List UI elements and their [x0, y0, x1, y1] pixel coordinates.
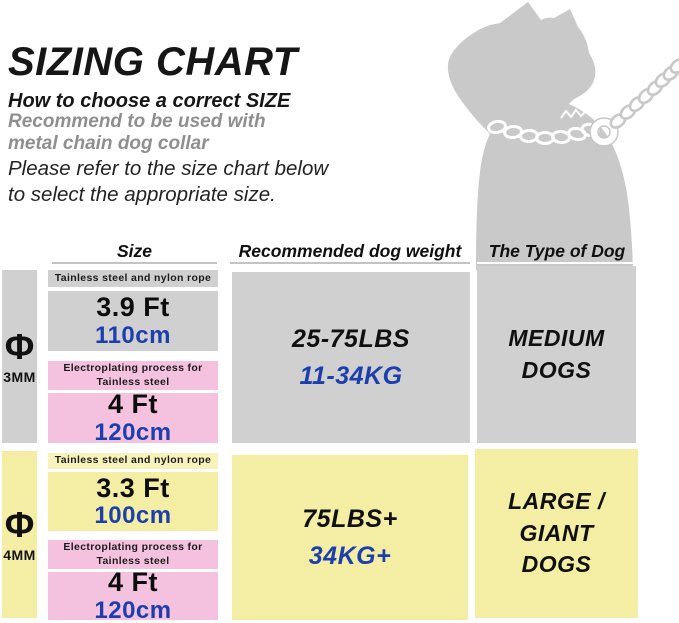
weight-kg: 11-34KG — [299, 361, 403, 390]
page-subtitle: How to choose a correct SIZE — [8, 90, 291, 112]
weight-cell-row1: 25-75LBS 11-34KG — [232, 272, 470, 443]
diameter-cell-4mm: Φ 4MM — [2, 451, 37, 618]
column-header-size: Size — [116, 241, 153, 261]
length-cm: 110cm — [95, 321, 171, 349]
length-ft: 4 Ft — [107, 389, 158, 420]
diameter-symbol: Φ — [4, 325, 35, 367]
diameter-label: 3MM — [3, 368, 36, 385]
dog-type-line: DOGS — [521, 356, 592, 383]
dog-body-shape — [447, 2, 633, 270]
material-text: Tainless steel and nylon rope — [54, 271, 212, 284]
collar-ring-icon — [589, 117, 619, 147]
length-cm: 120cm — [94, 596, 172, 623]
dog-silhouette-illustration — [447, 2, 679, 270]
length-ft: 3.9 Ft — [96, 292, 170, 323]
length-ft: 4 Ft — [107, 567, 158, 598]
length-box-row1-variant1: 3.9 Ft 110cm — [48, 291, 218, 351]
weight-lbs: 75LBS+ — [302, 504, 398, 533]
weight-cell-row2: 75LBS+ 34KG+ — [232, 455, 468, 620]
weight-header-underline — [230, 262, 470, 264]
diameter-cell-3mm: Φ 3MM — [2, 270, 37, 443]
material-text-line2: Tainless steel — [96, 554, 170, 567]
material-text-line2: Tainless steel — [96, 375, 170, 388]
material-label-row1-variant2: Electroplating process for Tainless stee… — [48, 361, 218, 390]
size-header-underline — [52, 262, 217, 264]
size-instruction: Please refer to the size chart below to … — [8, 157, 329, 207]
usage-note: Recommend to be used with metal chain do… — [8, 111, 266, 155]
material-label-row1-variant1: Tainless steel and nylon rope — [48, 270, 218, 287]
length-box-row1-variant2: 4 Ft 120cm — [48, 389, 218, 446]
fur-spikes — [560, 108, 587, 119]
column-header-weight: Recommended dog weight — [238, 241, 462, 261]
weight-kg: 34KG+ — [308, 541, 392, 570]
length-cm: 100cm — [94, 502, 172, 530]
diameter-symbol: Φ — [4, 503, 35, 545]
dog-type-cell-row1: MEDIUM DOGS — [477, 266, 636, 443]
dog-type-header-underline — [477, 262, 637, 264]
diameter-label: 4MM — [3, 546, 36, 563]
dog-type-line: MEDIUM — [508, 324, 605, 351]
dog-type-line: LARGE / — [508, 487, 605, 514]
dog-type-line: DOGS — [521, 551, 592, 578]
material-text-line1: Electroplating process for — [63, 361, 203, 374]
weight-lbs: 25-75LBS — [292, 324, 410, 353]
material-text: Tainless steel and nylon rope — [54, 454, 212, 467]
length-box-row2-variant2: 4 Ft 120cm — [48, 568, 218, 623]
material-text-line1: Electroplating process for — [63, 540, 203, 553]
material-label-row2-variant1: Tainless steel and nylon rope — [48, 453, 218, 469]
length-ft: 3.3 Ft — [96, 472, 170, 503]
page-title: SIZING CHART — [8, 40, 298, 84]
material-label-row2-variant2: Electroplating process for Tainless stee… — [48, 540, 218, 569]
dog-type-line: GIANT — [519, 519, 594, 546]
length-box-row2-variant1: 3.3 Ft 100cm — [48, 472, 218, 531]
dog-type-cell-row2: LARGE / GIANT DOGS — [475, 449, 638, 618]
column-header-dog-type: The Type of Dog — [488, 241, 626, 261]
leash-chain-icon — [609, 58, 679, 129]
length-cm: 120cm — [94, 418, 172, 446]
